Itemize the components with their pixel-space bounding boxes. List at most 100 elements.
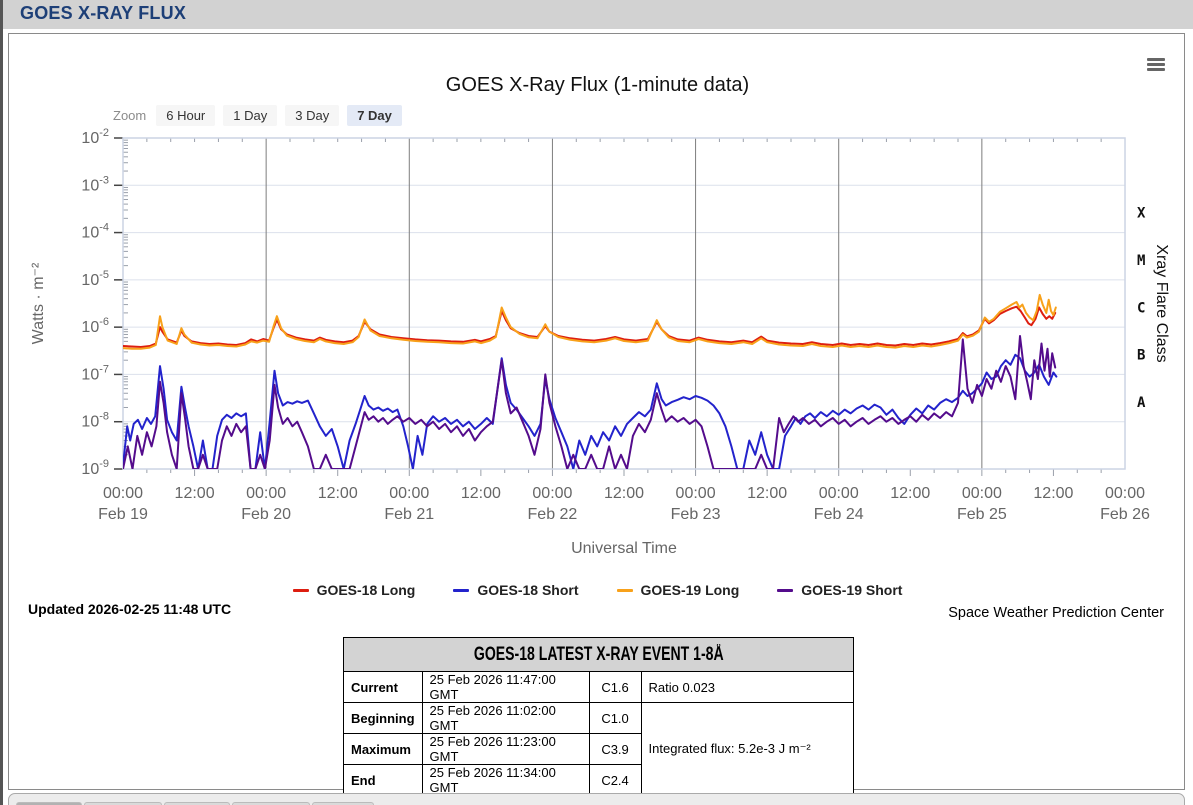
zoom-button-row: Zoom 6 Hour 1 Day 3 Day 7 Day	[113, 104, 410, 126]
bottom-tab[interactable]	[16, 802, 82, 805]
zoom-label: Zoom	[113, 107, 147, 123]
flare-class-value: C3.9	[588, 733, 642, 765]
bottom-tab[interactable]	[312, 802, 374, 805]
bottom-tab-strip	[8, 793, 1185, 805]
series-goes-18-short[interactable]	[123, 353, 1058, 469]
y-axis-title: Watts · m⁻²	[30, 262, 47, 344]
zoom-button-7-day[interactable]: 7 Day	[347, 104, 402, 126]
y-tick-label: 10-9	[81, 458, 109, 478]
x-tick-time-label: 12:00	[890, 485, 930, 502]
y-tick-label: 10-2	[81, 127, 109, 147]
integrated-flux-value: Integrated flux: 5.2e-3 J m⁻²	[640, 702, 854, 796]
zoom-button-6-hour[interactable]: 6 Hour	[156, 104, 216, 126]
ratio-value: Ratio 0.023	[640, 671, 854, 703]
y-tick-label: 10-5	[81, 269, 109, 289]
page-header-bar: GOES X-RAY FLUX	[3, 0, 1193, 29]
event-time: 25 Feb 2026 11:47:00 GMT	[421, 671, 590, 703]
x-tick-time-label: 12:00	[318, 485, 358, 502]
x-tick-date-label: Feb 26	[1100, 506, 1150, 523]
x-tick-time-label: 00:00	[819, 485, 859, 502]
legend-label: GOES-19 Short	[801, 582, 903, 598]
legend-item-goes-19-short[interactable]: GOES-19 Short	[777, 582, 902, 598]
flare-class-letter-b: B	[1137, 348, 1145, 364]
legend-item-goes-19-long[interactable]: GOES-19 Long	[616, 582, 740, 598]
right-axis-title: Xray Flare Class	[1153, 244, 1170, 362]
event-time: 25 Feb 2026 11:23:00 GMT	[421, 733, 590, 765]
x-tick-date-label: Feb 23	[671, 506, 721, 523]
legend-label: GOES-18 Short	[477, 582, 579, 598]
table-row: Current 25 Feb 2026 11:47:00 GMT C1.6 Ra…	[343, 671, 854, 703]
x-tick-time-label: 00:00	[1105, 485, 1145, 502]
source-attribution: Space Weather Prediction Center	[948, 605, 1164, 621]
table-title: GOES-18 LATEST X-RAY EVENT 1-8Å	[343, 637, 854, 672]
bottom-tab[interactable]	[84, 802, 162, 805]
bottom-tab[interactable]	[164, 802, 230, 805]
chart-legend: GOES-18 Long GOES-18 Short GOES-19 Long GOE…	[9, 582, 1186, 598]
latest-xray-event-table: GOES-18 LATEST X-RAY EVENT 1-8Å Current …	[343, 637, 854, 796]
hamburger-bar	[1147, 63, 1165, 66]
y-tick-label: 10-3	[81, 174, 109, 194]
event-time: 25 Feb 2026 11:34:00 GMT	[421, 764, 590, 796]
flare-class-letter-a: A	[1137, 395, 1146, 411]
x-tick-time-label: 12:00	[461, 485, 501, 502]
legend-color-dash	[453, 588, 470, 592]
window-left-edge	[0, 0, 3, 805]
table-row: Beginning 25 Feb 2026 11:02:00 GMT C1.0 …	[343, 702, 854, 796]
x-tick-date-label: Feb 24	[814, 506, 864, 523]
flare-class-value: C2.4	[588, 764, 642, 796]
x-axis-title: Universal Time	[571, 540, 677, 557]
zoom-button-3-day[interactable]: 3 Day	[285, 104, 340, 126]
chart-title: GOES X-Ray Flux (1-minute data)	[445, 74, 750, 96]
x-tick-time-label: 12:00	[1033, 485, 1073, 502]
series-goes-19-long[interactable]	[123, 293, 1057, 350]
plot-border	[122, 137, 1126, 470]
x-tick-time-label: 00:00	[962, 485, 1002, 502]
legend-item-goes-18-long[interactable]: GOES-18 Long	[292, 582, 416, 598]
x-tick-date-label: Feb 22	[528, 506, 578, 523]
bottom-tab[interactable]	[232, 802, 310, 805]
series-goes-19-short[interactable]	[123, 335, 1057, 469]
flare-class-value: C1.6	[588, 671, 642, 703]
flare-class-letter-x: X	[1137, 206, 1146, 222]
zoom-button-1-day[interactable]: 1 Day	[223, 104, 278, 126]
x-tick-date-label: Feb 25	[957, 506, 1007, 523]
x-tick-time-label: 12:00	[747, 485, 787, 502]
x-tick-time-label: 12:00	[175, 485, 215, 502]
x-tick-time-label: 00:00	[676, 485, 716, 502]
series-goes-18-long[interactable]	[123, 305, 1057, 348]
row-label: Beginning	[343, 702, 423, 734]
legend-color-dash	[292, 588, 309, 592]
legend-item-goes-18-short[interactable]: GOES-18 Short	[453, 582, 579, 598]
y-tick-label: 10-4	[81, 222, 109, 242]
x-tick-date-label: Feb 21	[384, 506, 434, 523]
table-row: Maximum 25 Feb 2026 11:23:00 GMT C3.9	[343, 733, 854, 765]
x-tick-time-label: 00:00	[246, 485, 286, 502]
x-tick-time-label: 00:00	[532, 485, 572, 502]
legend-label: GOES-19 Long	[640, 582, 740, 598]
x-tick-time-label: 00:00	[103, 485, 143, 502]
table-header-row: GOES-18 LATEST X-RAY EVENT 1-8Å	[343, 637, 854, 672]
legend-label: GOES-18 Long	[316, 582, 416, 598]
flare-class-letter-c: C	[1137, 300, 1145, 316]
flare-class-letter-m: M	[1137, 253, 1145, 269]
event-time: 25 Feb 2026 11:02:00 GMT	[421, 702, 590, 734]
row-label: Current	[343, 671, 423, 703]
hamburger-bar	[1147, 68, 1165, 71]
row-label: Maximum	[343, 733, 423, 765]
y-tick-label: 10-8	[81, 411, 109, 431]
updated-timestamp: Updated 2026-02-25 11:48 UTC	[28, 601, 232, 617]
page-title: GOES X-RAY FLUX	[20, 3, 187, 23]
row-label: End	[343, 764, 423, 796]
y-tick-label: 10-6	[81, 316, 109, 336]
flare-class-value: C1.0	[588, 702, 642, 734]
hamburger-menu-icon[interactable]	[1145, 54, 1175, 80]
x-tick-time-label: 00:00	[389, 485, 429, 502]
x-tick-date-label: Feb 20	[241, 506, 291, 523]
hamburger-bar	[1147, 58, 1165, 61]
x-tick-time-label: 12:00	[604, 485, 644, 502]
y-tick-label: 10-7	[81, 363, 109, 383]
xray-flux-plot[interactable]: 10-2 10-3 10-4 10-5 10-6 10-7 10-8 10-9 00:00 Feb…	[9, 34, 1186, 594]
legend-color-dash	[616, 588, 633, 592]
chart-panel: GOES X-Ray Flux (1-minute data) Zoom 6 H…	[8, 33, 1186, 796]
